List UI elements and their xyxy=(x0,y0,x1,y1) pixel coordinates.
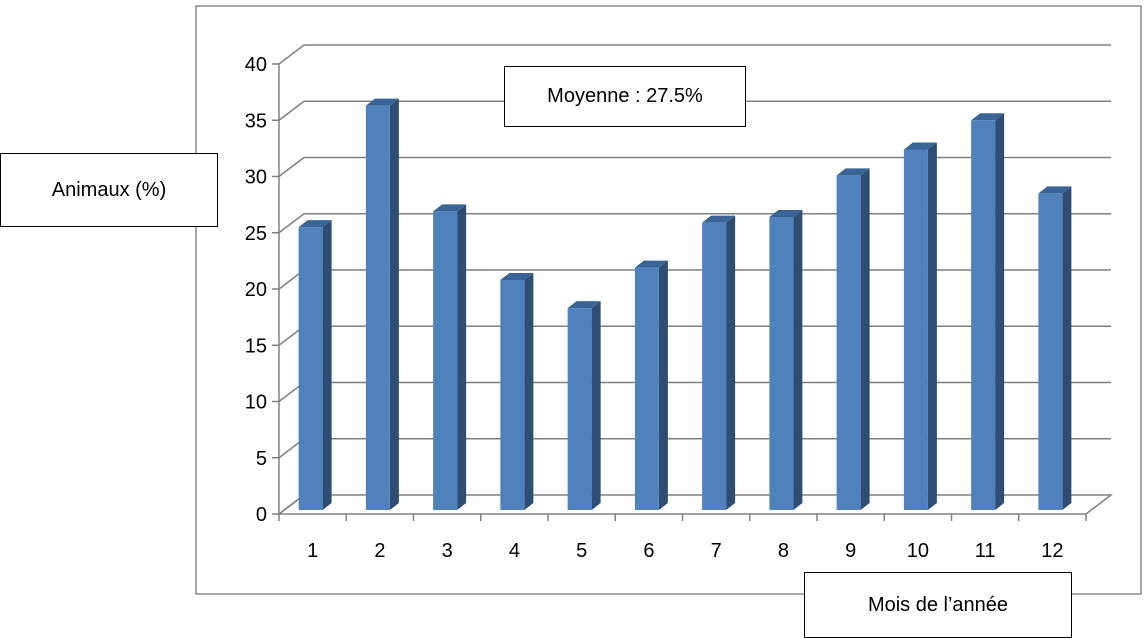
bar xyxy=(971,113,1005,510)
bar xyxy=(1038,186,1072,510)
x-tick-label: 6 xyxy=(643,540,654,562)
x-tick-label: 1 xyxy=(307,540,318,562)
bar-front xyxy=(500,280,525,510)
bar xyxy=(298,220,332,510)
bar-side xyxy=(726,215,736,510)
y-tick-label: 0 xyxy=(256,504,267,526)
bar-top xyxy=(634,260,668,268)
mean-annotation: Moyenne : 27.5% xyxy=(504,66,746,127)
bar-front xyxy=(365,105,390,510)
y-tick-label: 30 xyxy=(245,167,267,189)
bar xyxy=(836,168,870,510)
bar-front xyxy=(836,175,861,510)
bar xyxy=(500,273,534,510)
bar xyxy=(769,210,803,510)
x-tick-label: 11 xyxy=(975,540,996,562)
y-tick-label: 20 xyxy=(245,279,267,301)
bar-side xyxy=(793,210,803,510)
bar xyxy=(567,301,601,510)
bar-front xyxy=(702,222,727,510)
bar-top xyxy=(836,168,870,176)
bar-top xyxy=(298,220,332,228)
bar-side xyxy=(860,168,870,510)
bar-top xyxy=(702,215,736,223)
bar-front xyxy=(298,227,323,510)
bar-top xyxy=(903,142,937,150)
bar-front xyxy=(433,211,458,510)
x-tick-label: 4 xyxy=(509,540,520,562)
y-tick-label: 10 xyxy=(245,392,267,414)
bar xyxy=(433,204,467,510)
bar-side xyxy=(457,204,467,510)
bar-side xyxy=(389,98,399,510)
bar-front xyxy=(903,149,928,510)
y-tick-label: 5 xyxy=(256,448,267,470)
chart-frame xyxy=(195,5,1142,595)
gridline-diagonal xyxy=(278,100,305,121)
x-tick-label: 5 xyxy=(576,540,587,562)
y-tick-labels: 0 5 10 15 20 25 30 35 40 xyxy=(245,54,267,526)
bar-side xyxy=(524,273,534,510)
bar-top xyxy=(433,204,467,212)
bar-front xyxy=(769,217,794,510)
x-tick-label: 10 xyxy=(907,540,929,562)
bar xyxy=(634,260,668,510)
x-tick-labels: 1 2 3 4 5 6 7 8 9 10 11 12 xyxy=(307,540,1063,562)
x-tick-label: 9 xyxy=(845,540,856,562)
x-tick-label: 3 xyxy=(442,540,453,562)
bar-front xyxy=(634,267,659,510)
bar-top xyxy=(769,210,803,217)
bar-top xyxy=(567,301,601,309)
gridline-diagonal xyxy=(278,44,305,65)
bar-top xyxy=(1038,186,1072,194)
gridline-diagonal xyxy=(278,213,305,234)
bar-side xyxy=(1062,186,1072,510)
bar-side xyxy=(995,113,1005,510)
x-tick-label: 12 xyxy=(1041,540,1063,562)
bars xyxy=(298,98,1072,510)
bar-side xyxy=(591,301,601,510)
bar xyxy=(903,142,937,510)
bar-top xyxy=(971,113,1005,121)
gridline-diagonal xyxy=(278,156,305,178)
bar-top xyxy=(500,273,534,280)
y-tick-label: 40 xyxy=(245,54,267,76)
x-axis-label: Mois de l’année xyxy=(804,572,1072,638)
axes xyxy=(272,63,1114,521)
y-tick-label: 15 xyxy=(245,335,267,357)
x-tick-label: 2 xyxy=(374,540,385,562)
bar-top xyxy=(365,98,399,106)
bar-side xyxy=(658,260,668,510)
bar-side xyxy=(927,142,937,510)
y-axis-label: Animaux (%) xyxy=(0,153,218,227)
bar xyxy=(365,98,399,510)
bar-front xyxy=(567,308,592,510)
bar xyxy=(702,215,736,510)
y-tick-label: 35 xyxy=(245,110,267,132)
x-tick-label: 7 xyxy=(711,540,722,562)
bar-side xyxy=(322,220,332,510)
bar-front xyxy=(1038,193,1063,510)
x-tick-label: 8 xyxy=(778,540,789,562)
bar-front xyxy=(971,120,996,510)
y-tick-label: 25 xyxy=(245,223,267,245)
